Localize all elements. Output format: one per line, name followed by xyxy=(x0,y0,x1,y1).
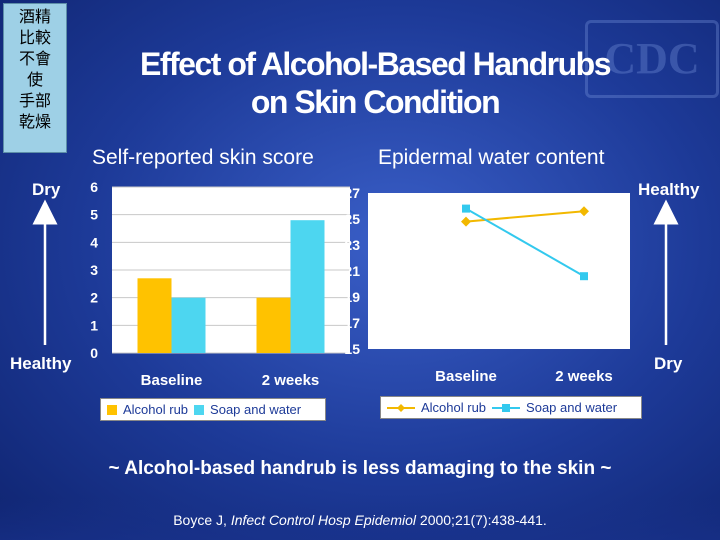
line-legend-soap: Soap and water xyxy=(526,400,618,415)
bar-axis-top-label: Dry xyxy=(32,180,61,199)
side-note-line: 乾燥 xyxy=(18,112,51,131)
bar-y-tick-label: 6 xyxy=(90,179,98,195)
side-note-line: 使 xyxy=(26,70,43,89)
bar-y-tick-label: 1 xyxy=(90,317,98,333)
bar-axis-bottom-label: Healthy xyxy=(10,354,72,373)
citation-author: Boyce J, xyxy=(173,512,231,528)
cdc-watermark-logo: CDC xyxy=(585,20,719,98)
line-y-tick-label: 27 xyxy=(344,185,360,201)
soap-swatch xyxy=(194,404,205,415)
bar-soap xyxy=(290,220,325,353)
soap-point xyxy=(462,204,470,213)
line-y-tick-label: 19 xyxy=(344,289,360,305)
citation: Boyce J, Infect Control Hosp Epidemiol 2… xyxy=(0,512,720,528)
bar-alcohol xyxy=(137,278,172,353)
line-plot-area xyxy=(368,193,630,349)
chinese-side-note: 酒精 比較 不會 使 手部 乾燥 xyxy=(3,3,67,153)
line-legend: Alcohol rub Soap and water xyxy=(380,396,642,419)
citation-details: 2000;21(7):438-441. xyxy=(416,512,547,528)
bar-y-tick-label: 2 xyxy=(90,290,98,306)
line-category-label: 2 weeks xyxy=(555,368,613,385)
bar-legend-soap: Soap and water xyxy=(210,402,302,417)
bar-legend-alcohol: Alcohol rub xyxy=(123,402,189,417)
bar-alcohol xyxy=(256,297,291,353)
alcohol-swatch xyxy=(107,404,117,415)
bar-y-tick-label: 5 xyxy=(90,207,98,223)
bar-y-tick-label: 4 xyxy=(90,234,98,250)
line-legend-alcohol: Alcohol rub xyxy=(421,400,487,415)
line-y-tick-label: 25 xyxy=(344,211,360,227)
line-soap xyxy=(465,207,585,278)
side-note-line: 酒精 xyxy=(18,7,51,26)
line-axis-bottom-label: Dry xyxy=(654,354,683,373)
side-note-line: 比較 xyxy=(18,28,51,47)
line-category-label: Baseline xyxy=(435,368,497,385)
bar-soap xyxy=(171,297,206,353)
alcohol-point xyxy=(579,206,589,217)
alcohol-point xyxy=(461,216,471,227)
line-y-tick-label: 23 xyxy=(344,237,360,253)
line-y-tick-label: 15 xyxy=(344,341,360,357)
side-note-line: 不會 xyxy=(18,49,51,68)
line-axis-top-label: Healthy xyxy=(638,180,700,199)
soap-line-swatch-icon xyxy=(492,403,521,412)
line-chart-title: Epidermal water content xyxy=(378,146,605,169)
citation-band xyxy=(0,498,720,540)
line-y-tick-label: 17 xyxy=(344,315,360,331)
slide-title-line-1: Effect of Alcohol-Based Handrubs xyxy=(140,46,611,82)
side-note-line: 手部 xyxy=(18,91,51,110)
bar-category-label: 2 weeks xyxy=(262,372,320,389)
bar-y-tick-label: 0 xyxy=(90,345,98,361)
conclusion-text: ~ Alcohol-based handrub is less damaging… xyxy=(108,458,612,479)
alcohol-line-swatch-icon xyxy=(387,403,415,412)
bar-y-tick-label: 3 xyxy=(90,262,98,278)
bar-category-label: Baseline xyxy=(141,372,203,389)
bar-legend: Alcohol rub Soap and water xyxy=(100,398,326,421)
soap-point xyxy=(580,272,588,281)
bar-chart-title: Self-reported skin score xyxy=(92,146,314,169)
citation-journal: Infect Control Hosp Epidemiol xyxy=(230,512,417,528)
slide-title-line-2: on Skin Condition xyxy=(250,84,501,120)
line-y-tick-label: 21 xyxy=(344,263,360,279)
